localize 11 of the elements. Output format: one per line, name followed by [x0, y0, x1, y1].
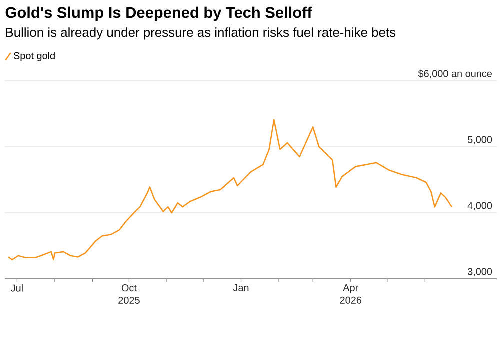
x-tick-label: Oct 2025 — [118, 284, 140, 304]
chart-subtitle: Bullion is already under pressure as inflation risks fuel rate-hike bets — [6, 28, 396, 40]
y-tick-label: 5,000 — [468, 136, 492, 144]
x-tick-label: Jul — [10, 284, 23, 292]
y-tick-label: 4,000 — [468, 202, 492, 210]
x-tick-label: Jan — [233, 284, 249, 292]
y-tick-label: 3,000 — [468, 268, 492, 276]
x-tick-label: Apr 2026 — [340, 284, 362, 304]
y-tick-label: $6,000 an ounce — [418, 70, 492, 78]
legend-label: Spot gold — [14, 52, 55, 62]
chart-title: Gold's Slump Is Deepened by Tech Selloff — [6, 6, 312, 22]
